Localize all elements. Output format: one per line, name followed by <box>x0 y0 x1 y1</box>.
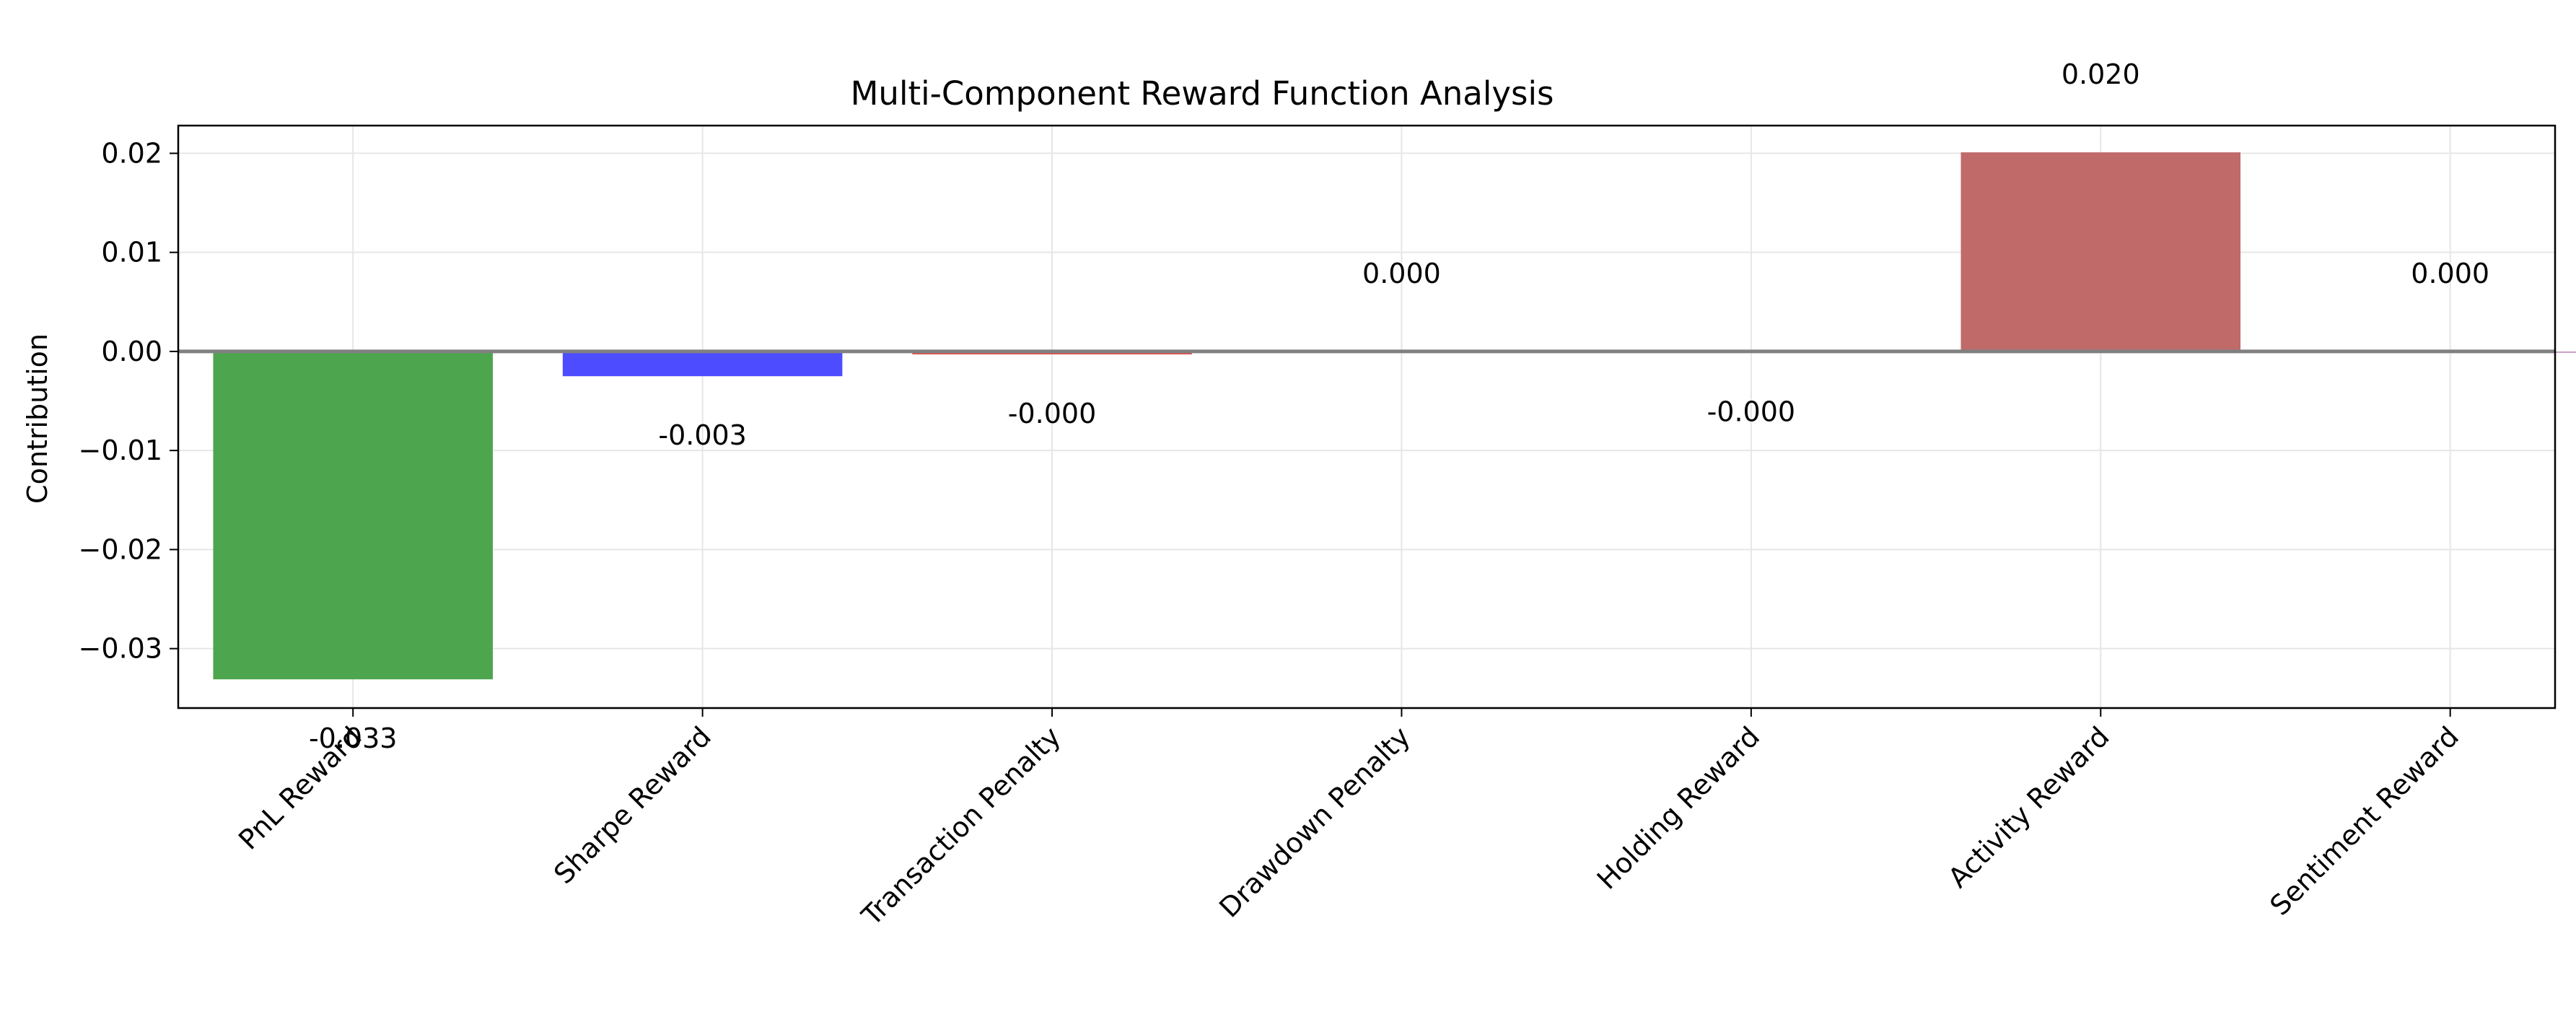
y-tick-label: −0.01 <box>79 434 162 466</box>
bar-pnl-reward <box>213 351 493 680</box>
value-label: -0.000 <box>1707 396 1796 427</box>
value-label: 0.000 <box>1362 258 1441 289</box>
y-tick-label: 0.00 <box>101 336 162 367</box>
value-labels: -0.033 -0.003 -0.000 0.000 -0.000 0.020 0.000 <box>309 58 2489 754</box>
value-label: 0.000 <box>2411 258 2489 289</box>
bar-sharpe-reward <box>562 351 843 377</box>
plot-frame <box>177 124 2557 709</box>
y-tick-label: −0.02 <box>79 533 162 565</box>
bar-activity-reward <box>1961 152 2241 351</box>
chart-title: Multi-Component Reward Function Analysis <box>851 74 1554 113</box>
y-tick-label: 0.01 <box>101 237 162 268</box>
y-tick-label: −0.03 <box>79 633 162 665</box>
value-label: -0.003 <box>658 419 747 451</box>
y-tick-label: 0.02 <box>101 137 162 169</box>
value-label: -0.033 <box>309 722 398 754</box>
value-label: -0.000 <box>1008 398 1097 429</box>
y-axis-ticks: 0.02 0.01 0.00 −0.01 −0.02 −0.03 <box>79 137 178 665</box>
value-label: 0.020 <box>2062 58 2140 90</box>
y-axis-label: Contribution <box>22 333 53 504</box>
